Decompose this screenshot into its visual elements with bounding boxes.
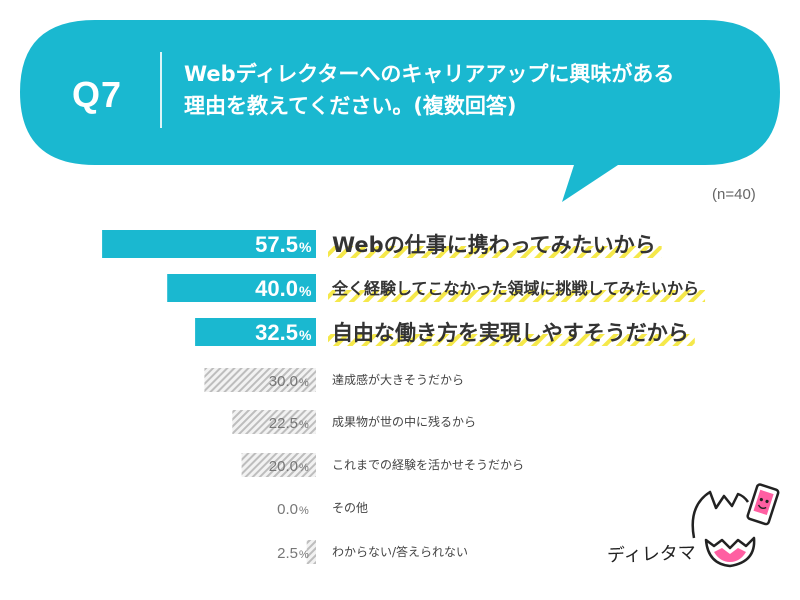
label-highlight-3 bbox=[328, 334, 695, 346]
category-label-1: Webの仕事に携わってみたいから bbox=[332, 233, 656, 257]
mascot-name: ディレタマ bbox=[606, 542, 697, 567]
data-label-2: 40.0 bbox=[255, 276, 298, 301]
question-divider bbox=[160, 52, 162, 128]
category-label-8: わからない/答えられない bbox=[332, 544, 468, 559]
bar-6 bbox=[241, 453, 316, 477]
bar-2 bbox=[167, 274, 316, 302]
question-text: Webディレクターへのキャリアアップに興味がある 理由を教えてください。(複数回… bbox=[184, 58, 744, 122]
data-label-unit-1: % bbox=[299, 239, 312, 255]
data-label-unit-7: % bbox=[299, 505, 309, 517]
category-label-6: これまでの経験を活かせそうだから bbox=[332, 457, 524, 472]
sample-size: (n=40) bbox=[712, 186, 756, 203]
data-label-7: 0.0 bbox=[277, 501, 298, 518]
data-label-3: 32.5 bbox=[255, 320, 298, 345]
data-label-unit-6: % bbox=[299, 462, 309, 474]
data-label-6: 20.0 bbox=[269, 458, 298, 475]
category-label-5: 成果物が世の中に残るから bbox=[332, 414, 476, 429]
category-label-2: 全く経験してこなかった領域に挑戦してみたいから bbox=[331, 279, 699, 298]
data-label-unit-3: % bbox=[299, 327, 312, 343]
data-label-unit-8: % bbox=[299, 549, 309, 561]
category-label-7: その他 bbox=[332, 501, 368, 515]
data-label-1: 57.5 bbox=[255, 232, 298, 257]
bar-1 bbox=[102, 230, 316, 258]
data-label-unit-4: % bbox=[299, 377, 309, 389]
bar-chart: 57.5% Webの仕事に携わってみたいから 40.0% 全く経験してこなかった領域に… bbox=[102, 230, 706, 564]
bar-4 bbox=[204, 368, 316, 392]
category-label-4: 達成感が大きそうだから bbox=[332, 372, 464, 387]
question-bubble bbox=[20, 20, 780, 202]
data-label-5: 22.5 bbox=[269, 415, 298, 432]
label-highlight-2 bbox=[328, 290, 706, 302]
question-line-2: 理由を教えてください。(複数回答) bbox=[184, 94, 517, 118]
bar-5 bbox=[232, 410, 316, 434]
question-number: Q7 bbox=[72, 74, 123, 115]
data-label-unit-2: % bbox=[299, 283, 312, 299]
question-line-1: Webディレクターへのキャリアアップに興味がある bbox=[184, 62, 675, 86]
bar-3 bbox=[195, 318, 316, 346]
data-label-8: 2.5 bbox=[277, 545, 298, 562]
label-highlight-1 bbox=[328, 246, 662, 258]
category-label-3: 自由な働き方を実現しやすそうだから bbox=[332, 321, 689, 345]
data-label-4: 30.0 bbox=[269, 373, 298, 390]
egg-mascot-icon bbox=[691, 483, 780, 568]
data-label-unit-5: % bbox=[299, 419, 309, 431]
bar-8 bbox=[306, 540, 316, 564]
